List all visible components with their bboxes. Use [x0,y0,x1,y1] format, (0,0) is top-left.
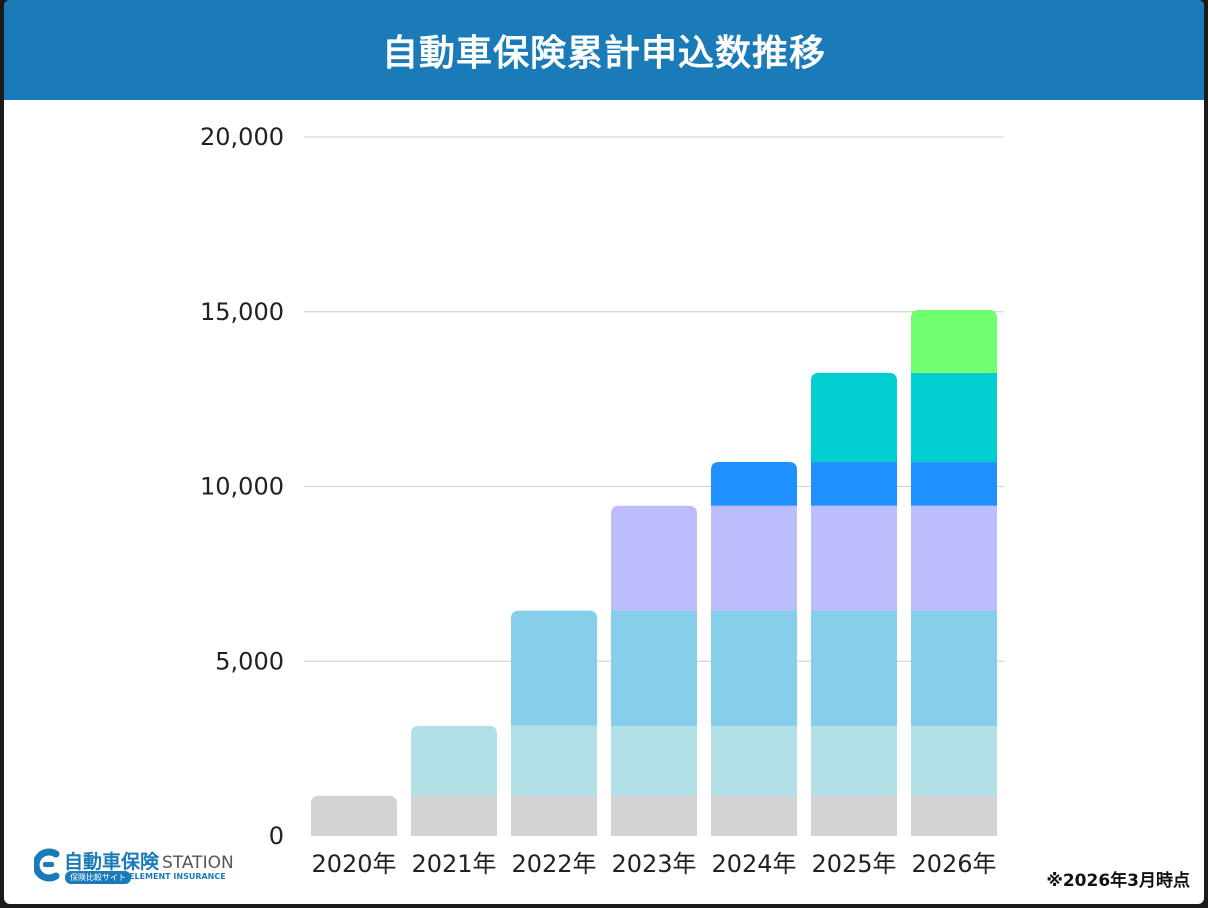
bar-segment [511,795,597,836]
bar-segment [911,462,997,506]
y-tick-label: 15,000 [200,298,284,326]
date-note: ※2026年3月時点 [1046,871,1190,891]
chart-card: 自動車保険累計申込数推移 0 5,000 10,000 15,000 20,000 202… [4,0,1204,904]
x-tick-label: 2024年 [711,850,796,878]
stacked-bar-chart: 0 5,000 10,000 15,000 20,000 2020年 2021年 2022年 2… [200,123,1004,878]
bar-segment [911,610,997,726]
logo-name-text: 自動車保険 [64,851,160,873]
bar-segment [911,725,997,796]
x-tick-label: 2026年 [911,850,996,878]
bar-segment [911,795,997,836]
x-tick-label: 2020年 [311,850,396,878]
y-tick-label: 5,000 [215,647,284,675]
bar-segment [911,505,997,611]
y-tick-label: 0 [269,822,284,850]
bar-segment [911,310,997,373]
bar-segment [711,505,797,611]
y-tick-label: 10,000 [200,473,284,501]
bar-segment [911,372,997,463]
bar-segment [811,795,897,836]
bar-segment [711,795,797,836]
bar-segment [811,372,897,463]
x-tick-label: 2025年 [811,850,896,878]
bar-segment [711,462,797,506]
bar-segment [411,725,497,796]
bar-segment [311,795,397,836]
bar-segment [511,610,597,726]
bar-segment [611,610,697,726]
bar-segment [711,725,797,796]
bar-segment [811,505,897,611]
x-tick-label: 2023年 [611,850,696,878]
bar-segment [811,610,897,726]
bar-segment [811,725,897,796]
x-tick-label: 2022年 [511,850,596,878]
y-tick-label: 20,000 [200,123,284,151]
bar-segment [511,725,597,796]
logo-mark-icon [34,848,60,882]
x-tick-label: 2021年 [411,850,496,878]
logo-station-text: STATION [162,853,234,873]
bar-segment [711,610,797,726]
bar-segment [611,795,697,836]
bar-segment [811,462,897,506]
site-logo: 自動車保険 STATION 保険比較サイト ELEMENT INSURANCE [34,846,249,886]
chart-header: 自動車保険累計申込数推移 [4,0,1204,100]
logo-name: 自動車保険 STATION [64,847,234,874]
logo-tagline: 保険比較サイト [65,871,131,884]
bar-segment [611,505,697,611]
bar-segment [411,795,497,836]
bar-segment [611,725,697,796]
logo-subtitle: ELEMENT INSURANCE [129,872,226,881]
chart-title: 自動車保険累計申込数推移 [381,33,826,74]
